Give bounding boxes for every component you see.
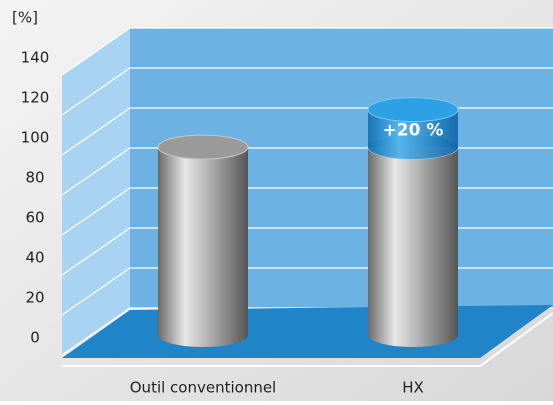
cylinder-top	[157, 134, 249, 160]
y-tick-label: 60	[25, 209, 44, 227]
x-tick-label: HX	[402, 379, 424, 397]
floor	[62, 305, 553, 358]
y-tick-label: 120	[21, 89, 50, 107]
y-tick-label: 100	[21, 129, 50, 147]
value-label: +20 %	[383, 120, 444, 140]
grid-line	[61, 27, 553, 76]
y-axis-label: [%]	[12, 9, 38, 27]
floor-edge	[62, 312, 553, 367]
x-tick-label: Outil conventionnel	[130, 379, 276, 397]
cylinder-top	[367, 97, 459, 123]
side-wall	[62, 28, 130, 355]
bar	[158, 147, 248, 335]
y-tick-label: 20	[25, 289, 44, 307]
y-tick-label: 80	[25, 169, 44, 187]
bar	[368, 147, 458, 335]
grid-line	[61, 67, 553, 116]
y-tick-label: 140	[21, 49, 50, 67]
y-tick-label: 40	[25, 249, 44, 267]
y-tick-label: 0	[30, 329, 40, 347]
